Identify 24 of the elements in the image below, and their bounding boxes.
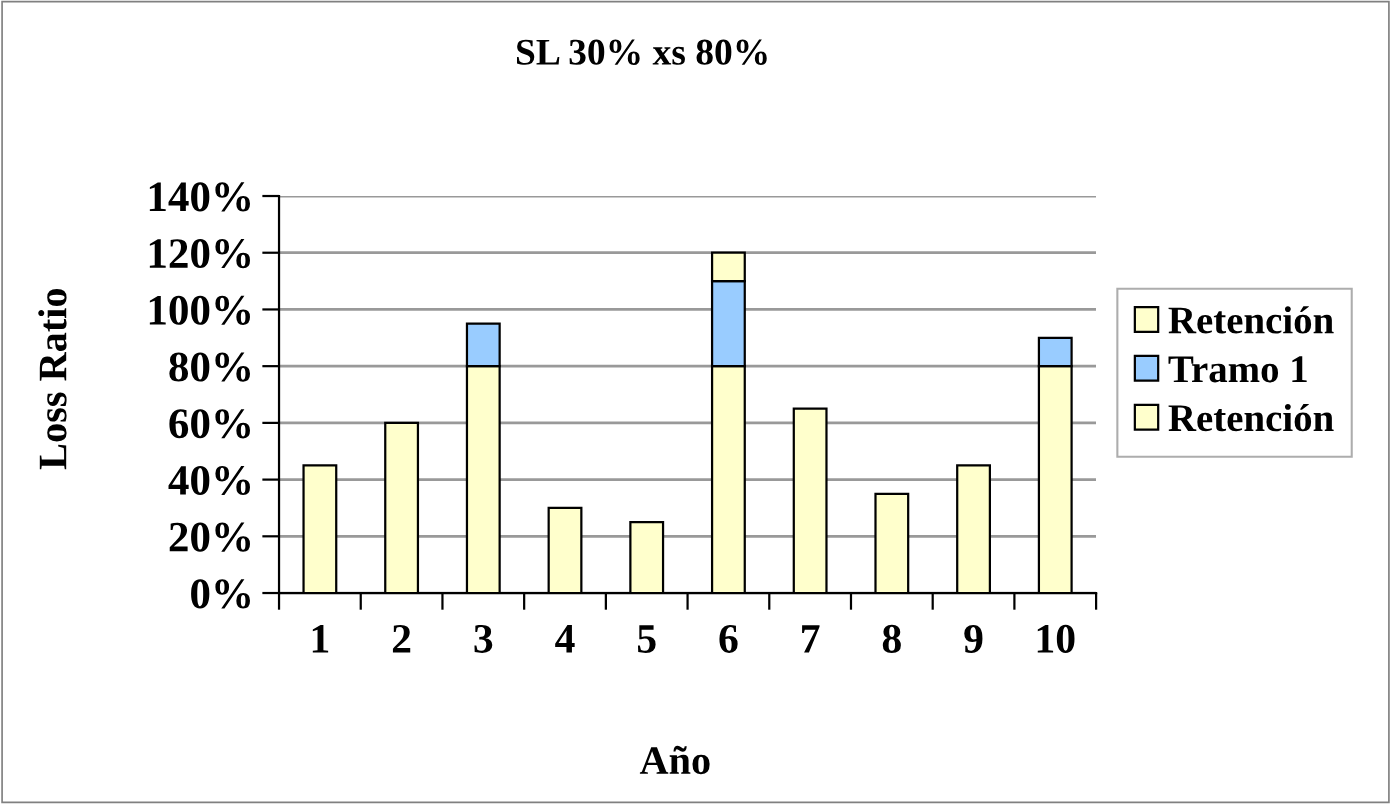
- x-tick-label: 3: [474, 624, 493, 653]
- y-tick-label: 40%: [168, 465, 250, 496]
- y-tick-label: 120%: [149, 239, 250, 269]
- x-tick-label: 10: [1037, 624, 1075, 653]
- x-tick-label: 1: [312, 624, 329, 653]
- x-tick-label: 5: [637, 625, 656, 653]
- legend-label: Retención: [1168, 403, 1334, 432]
- x-tick-label: 2: [392, 624, 411, 653]
- x-tick-label: 6: [719, 624, 738, 653]
- x-axis-title: Año: [639, 745, 710, 775]
- chart-title: SL 30% xs 80%: [517, 39, 767, 65]
- x-tick-label: 8: [882, 624, 901, 653]
- y-tick-label: 20%: [169, 522, 250, 552]
- y-tick-label: 80%: [169, 352, 250, 382]
- y-tick-label: 60%: [169, 409, 250, 439]
- y-tick-label: 0%: [191, 579, 250, 609]
- y-axis-title: Loss Ratio: [38, 288, 67, 470]
- y-tick-label: 100%: [149, 295, 250, 325]
- x-tick-label: 9: [964, 624, 983, 653]
- x-tick-label: 4: [555, 625, 575, 653]
- legend-label: Retención: [1168, 306, 1334, 334]
- y-tick-label: 140%: [149, 182, 250, 212]
- legend-label: Tramo 1: [1168, 356, 1307, 383]
- x-tick-label: 7: [802, 625, 820, 653]
